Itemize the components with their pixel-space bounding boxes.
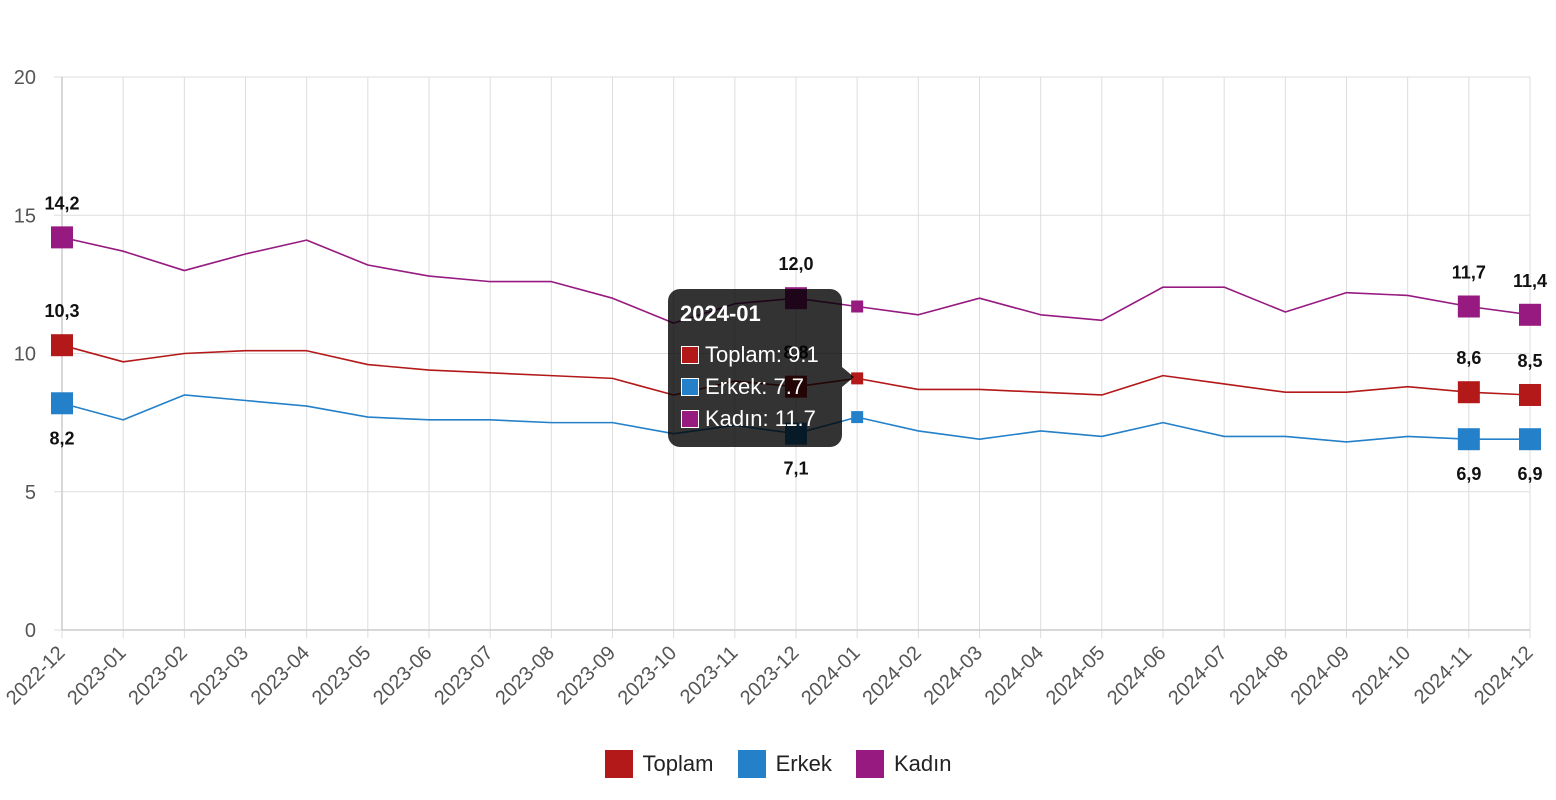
data-label-kadin: 11,7 <box>1452 262 1486 282</box>
data-label-erkek: 6,9 <box>1456 464 1481 484</box>
x-tick-label: 2023-04 <box>247 642 314 709</box>
x-tick-label: 2023-12 <box>736 642 803 709</box>
data-label-erkek: 6,9 <box>1517 464 1542 484</box>
data-point-erkek <box>51 392 73 415</box>
legend-label-kadin: Kadın <box>893 751 952 776</box>
data-label-kadin: 12,0 <box>778 254 813 274</box>
data-label-kadin: 11,4 <box>1513 271 1547 291</box>
y-tick-label: 10 <box>14 344 36 366</box>
x-tick-label: 2023-08 <box>491 642 558 709</box>
data-point-kadin <box>51 226 73 249</box>
x-tick-label: 2023-06 <box>369 642 436 709</box>
data-label-erkek: 8,2 <box>49 428 74 448</box>
legend: Toplam Erkek Kadın <box>0 750 1556 778</box>
x-tick-label: 2024-02 <box>858 642 925 709</box>
tooltip-swatch-toplam <box>681 346 699 364</box>
x-tick-label: 2023-05 <box>308 642 375 709</box>
legend-label-toplam: Toplam <box>642 751 714 776</box>
x-tick-label: 2023-03 <box>186 642 253 709</box>
tooltip-row-kadin: Kadın: 11.7 <box>681 406 816 432</box>
data-point-toplam <box>1457 381 1480 404</box>
x-tick-label: 2023-11 <box>676 642 742 708</box>
x-tick-label: 2023-02 <box>124 642 191 709</box>
x-tick-label: 2022-12 <box>2 642 69 709</box>
tooltip-row-erkek: Erkek: 7.7 <box>681 374 804 400</box>
data-point-erkek <box>1519 428 1541 451</box>
x-tick-label: 2024-01 <box>797 642 864 709</box>
tooltip-text-erkek: Erkek: 7.7 <box>705 374 805 399</box>
legend-label-erkek: Erkek <box>775 751 832 776</box>
x-tick-label: 2024-09 <box>1287 642 1354 709</box>
data-point-toplam <box>851 372 864 385</box>
x-tick-label: 2024-11 <box>1410 642 1476 708</box>
legend-swatch-erkek <box>737 750 766 778</box>
x-tick-label: 2023-09 <box>553 642 620 709</box>
data-label-erkek: 7,1 <box>783 459 808 479</box>
x-tick-label: 2024-12 <box>1470 642 1537 709</box>
y-tick-label: 5 <box>25 482 36 504</box>
x-tick-label: 2024-07 <box>1164 642 1231 709</box>
data-point-kadin <box>851 300 864 313</box>
tooltip-title: 2024-01 <box>680 301 761 326</box>
x-tick-label: 2023-10 <box>614 642 681 709</box>
data-points <box>51 226 1541 451</box>
legend-swatch-kadin <box>855 750 884 778</box>
legend-item-toplam[interactable]: Toplam <box>604 750 714 778</box>
legend-item-erkek[interactable]: Erkek <box>737 750 832 778</box>
y-tick-label: 20 <box>14 67 36 89</box>
x-tick-label: 2024-06 <box>1103 642 1170 709</box>
x-tick-label: 2024-08 <box>1225 642 1292 709</box>
tooltip: 2024-01 Toplam: 9.1 Erkek: 7.7 Kadın: 11… <box>668 289 854 447</box>
tooltip-row-toplam: Toplam: 9.1 <box>681 342 819 368</box>
tooltip-swatch-kadin <box>681 410 699 428</box>
data-point-toplam <box>51 334 73 357</box>
x-tick-label: 2023-01 <box>63 642 130 709</box>
y-tick-label: 0 <box>25 620 36 642</box>
x-tick-label: 2023-07 <box>430 642 497 709</box>
data-point-kadin <box>1519 303 1541 326</box>
data-point-kadin <box>1457 295 1480 318</box>
data-point-erkek <box>1457 428 1480 451</box>
y-tick-label: 15 <box>14 205 36 227</box>
x-tick-label: 2024-03 <box>920 642 987 709</box>
x-tick-label: 2024-10 <box>1348 642 1415 709</box>
data-label-toplam: 8,6 <box>1456 348 1481 368</box>
x-tick-label: 2024-04 <box>981 642 1048 709</box>
data-label-kadin: 14,2 <box>44 193 79 213</box>
data-point-erkek <box>851 411 864 424</box>
data-point-toplam <box>1519 383 1541 406</box>
tooltip-text-kadin: Kadın: 11.7 <box>705 406 816 431</box>
legend-swatch-toplam <box>604 750 633 778</box>
x-tick-label: 2024-05 <box>1042 642 1109 709</box>
data-label-toplam: 10,3 <box>44 301 79 321</box>
legend-item-kadin[interactable]: Kadın <box>855 750 952 778</box>
data-label-toplam: 8,5 <box>1517 351 1542 371</box>
tooltip-swatch-erkek <box>681 378 699 396</box>
tooltip-text-toplam: Toplam: 9.1 <box>705 342 819 367</box>
